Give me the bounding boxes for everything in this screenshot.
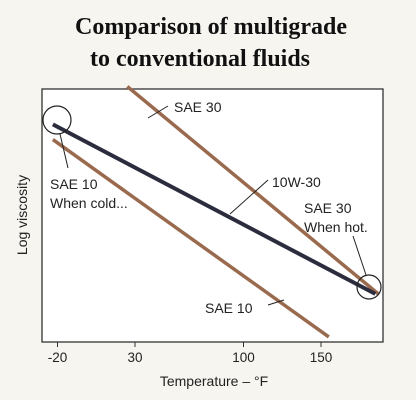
x-tick-label: 150 [310,350,333,365]
annotation-sae30-hot-line1: SAE 30 [304,200,352,216]
x-tick-label: -20 [48,350,68,365]
plot-area [41,88,384,343]
y-axis-label: Log viscosity [14,175,30,255]
annotation-sae30-hot-line2: When hot. [304,219,368,235]
cold-highlight-circle [42,105,72,135]
leader-sae10-bottom [267,299,285,306]
hot-highlight-circle [356,274,382,300]
leader-sae30-hot [352,235,367,276]
annotation-sae30-top: SAE 30 [174,99,222,115]
x-tick-label: 30 [127,350,142,365]
x-tick-label: 100 [232,350,255,365]
x-axis-label: Temperature – °F [160,373,268,389]
leader-sae10-cold [59,133,69,169]
annotation-sae10-cold-line1: SAE 10 [50,176,98,192]
series-line-10w-30-1 [51,122,377,296]
x-tick-layer: -20 30 100 150 [48,342,333,365]
leader-sae30-top [147,105,169,119]
series-layer [51,85,380,339]
chart-title-line1: Comparison of multigrade [75,14,347,40]
annotation-sae10-cold-line2: When cold... [50,195,128,211]
chart-title-line2: to conventional fluids [90,46,310,72]
annotation-sae10-bottom: SAE 10 [205,300,253,316]
annotation-10w30: 10W-30 [272,174,321,190]
series-line-sae-30-0 [126,85,380,296]
series-line-sae-10-2 [51,138,330,339]
leader-10w30 [229,179,269,215]
